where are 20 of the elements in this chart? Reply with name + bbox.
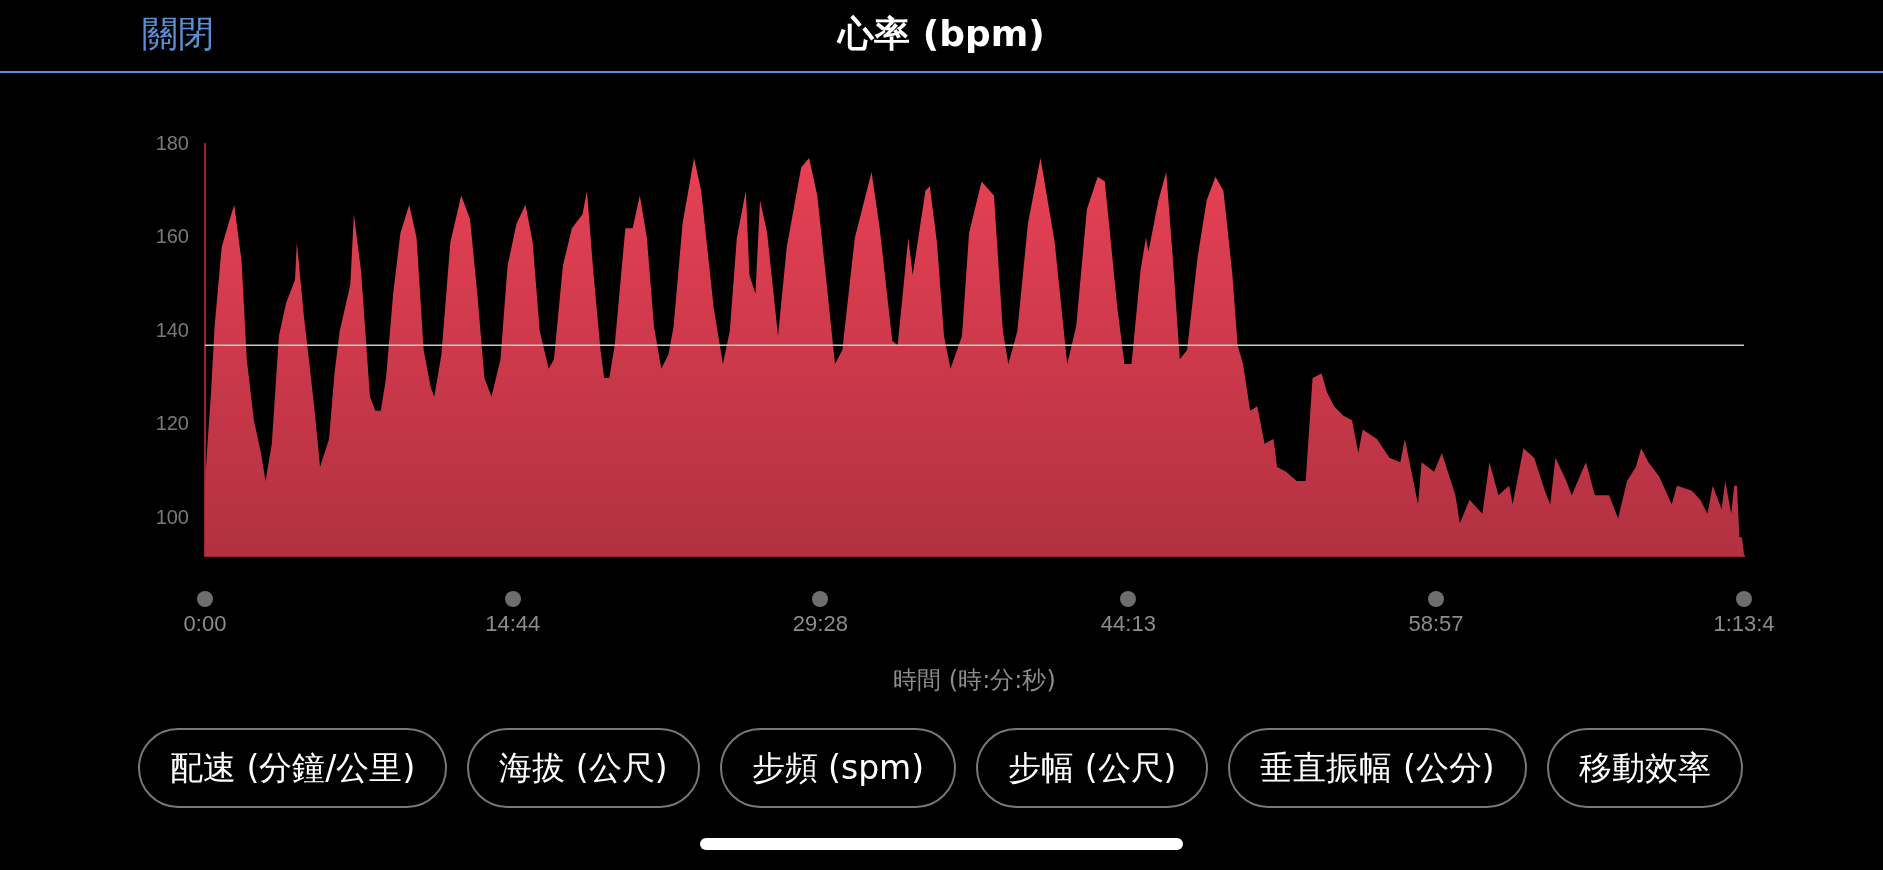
text: 步頻 (spm) (719, 728, 957, 808)
y-tick-label: 120 (155, 412, 189, 435)
x-tick-label: 58:57 (1408, 611, 1464, 637)
y-tick-label: 140 (155, 318, 189, 341)
text: 步幅 (公尺) (976, 728, 1209, 808)
x-tick-label: 44:13 (1100, 611, 1156, 637)
y-tick-label: 100 (155, 506, 189, 529)
text: 移動效率 (1546, 728, 1743, 808)
x-axis-title: 時間 (時:分:秒) (893, 665, 1056, 694)
x-tick-label: 0:00 (183, 611, 227, 637)
x-tick-label: 14:44 (485, 611, 541, 637)
text: 垂直振幅 (公分) (1228, 728, 1527, 808)
text: 海拔 (公尺) (467, 728, 700, 808)
y-tick-label: 180 (155, 131, 189, 154)
x-tick-label: 1:13:4 (1713, 611, 1775, 637)
text: 關閉 (142, 12, 214, 56)
chart-title: 心率 (bpm) (838, 13, 1045, 54)
text: 配速 (分鐘/公里) (138, 728, 448, 808)
x-tick-label: 29:28 (792, 611, 848, 637)
y-tick-label: 160 (155, 225, 189, 248)
